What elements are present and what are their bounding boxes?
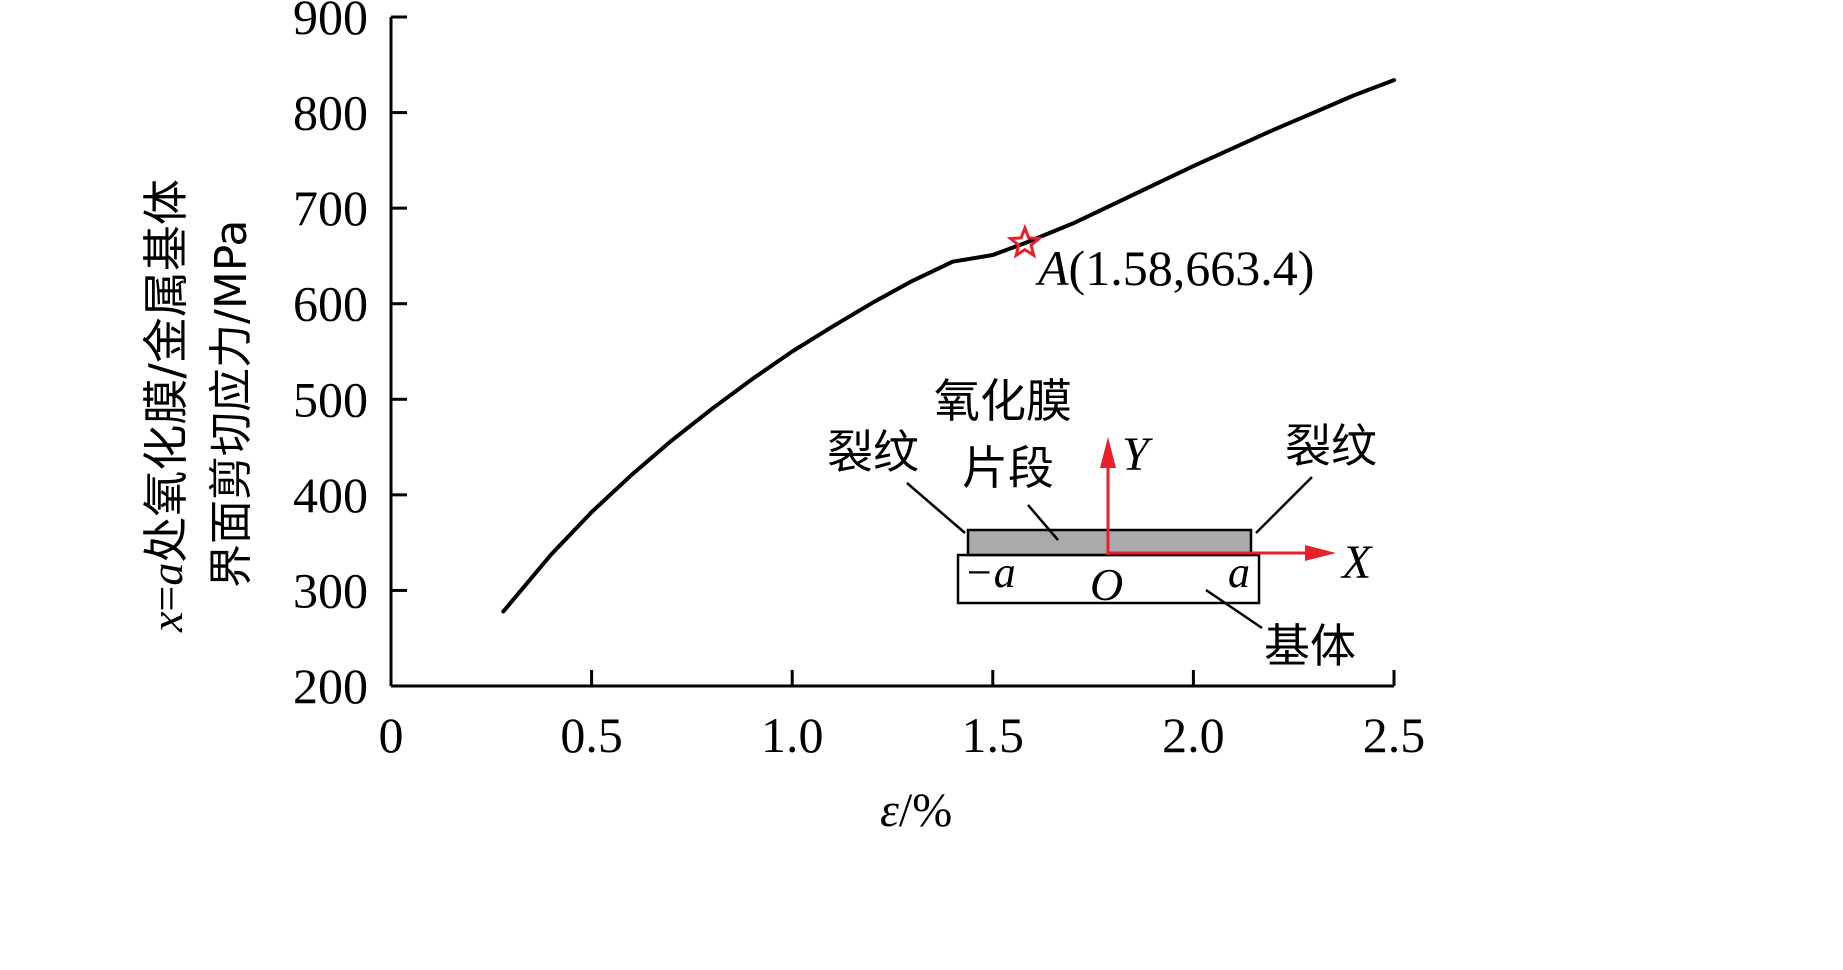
substrate-label: 基体 (1264, 619, 1356, 673)
inset-pos-a-label: a (1228, 548, 1250, 597)
y-axis-label-line1: x=a处氧化膜/金属基体 (139, 179, 193, 633)
inset-y-label: Y (1122, 428, 1153, 481)
y-tick-label: 800 (293, 85, 368, 141)
y-tick-label: 400 (293, 467, 368, 523)
crack-right-leader (1255, 476, 1313, 534)
x-tick-label: 2.5 (1363, 707, 1426, 763)
series-group (501, 78, 1396, 614)
marker-a-star (1006, 223, 1044, 259)
film-leader (1027, 504, 1059, 541)
substrate-leader (1205, 588, 1263, 630)
y-tick-label: 600 (293, 276, 368, 332)
film-label-line2: 片段 (962, 441, 1054, 495)
x-tick-label: 2.0 (1162, 707, 1225, 763)
y-ticks: 200 300 400 500 600 700 800 900 (293, 0, 407, 714)
inset-diagram: 氧化膜 片段 裂纹 裂纹 基体 Y X O −a a (827, 374, 1377, 673)
marker-a-var: A (1035, 240, 1069, 296)
crack-left-label: 裂纹 (827, 425, 919, 479)
axes (389, 17, 1394, 688)
marker-a-coords: (1.58,663.4) (1069, 240, 1315, 296)
crack-right-label: 裂纹 (1285, 419, 1377, 473)
x-axis-label-unit: /% (899, 784, 952, 837)
film-label-line1: 氧化膜 (934, 374, 1072, 428)
series-line (501, 78, 1396, 614)
y-tick-label: 200 (293, 658, 368, 714)
crack-left-leader (906, 482, 966, 534)
y-tick-label: 900 (293, 0, 368, 45)
y-axis-label-x-var: x (141, 611, 192, 633)
y-axis-label: x=a处氧化膜/金属基体 界面剪切应力/MPa (139, 179, 257, 633)
y-axis-label-line1-rest: 处氧化膜/金属基体 (139, 179, 193, 563)
inset-x-label: X (1340, 536, 1373, 589)
x-axis-label: ε/% (880, 784, 952, 837)
y-axis-label-line2: 界面剪切应力/MPa (206, 220, 257, 588)
inset-neg-a-label: −a (964, 548, 1016, 597)
x-tick-label: 1.5 (962, 707, 1025, 763)
x-ticks: 0 0.5 1.0 1.5 2.0 2.5 (379, 670, 1426, 763)
inset-origin-label: O (1090, 559, 1123, 610)
marker-a-label: A(1.58,663.4) (1035, 240, 1314, 296)
inset-x-arrowhead (1305, 545, 1336, 561)
inset-y-arrowhead (1100, 437, 1116, 468)
marker-a (1006, 223, 1044, 259)
x-tick-label: 0.5 (560, 707, 623, 763)
x-tick-label: 0 (379, 707, 404, 763)
y-tick-label: 700 (293, 180, 368, 236)
x-axis-label-var: ε (880, 784, 899, 837)
y-axis-label-a-var: a (141, 563, 192, 586)
y-tick-label: 500 (293, 371, 368, 427)
x-tick-label: 1.0 (761, 707, 824, 763)
y-axis-label-eq: = (141, 586, 192, 612)
y-tick-label: 300 (293, 562, 368, 618)
